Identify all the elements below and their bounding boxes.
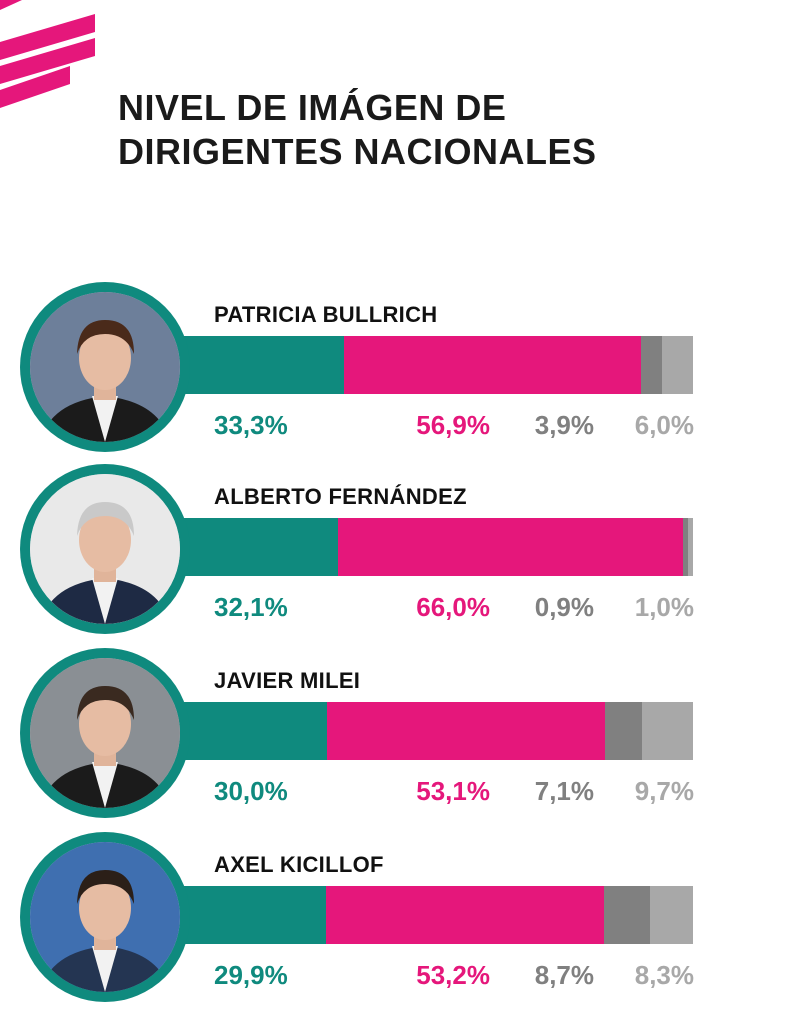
bar-segment-positive bbox=[170, 886, 327, 944]
bar-segment-unknown bbox=[661, 336, 693, 394]
chart-row: PATRICIA BULLRICH 33,3% 56,9% 3,9% 6,0% bbox=[0, 282, 788, 462]
data-label-negative: 56,9% bbox=[416, 410, 490, 440]
leader-name: ALBERTO FERNÁNDEZ bbox=[214, 484, 467, 509]
avatar bbox=[20, 648, 190, 818]
data-label-unknown: 8,3% bbox=[634, 960, 694, 990]
chart-title: NIVEL DE IMÁGEN DE DIRIGENTES NACIONALES bbox=[118, 86, 597, 174]
bar-segment-positive bbox=[170, 702, 328, 760]
bar-segment-no-opinion bbox=[683, 518, 688, 576]
avatar bbox=[20, 832, 190, 1002]
bar-segment-negative bbox=[327, 702, 606, 760]
data-label-positive: 32,1% bbox=[214, 592, 288, 622]
bar-segment-unknown bbox=[687, 518, 693, 576]
bar-segment-positive bbox=[170, 518, 338, 576]
chart-row: AXEL KICILLOF 29,9% 53,2% 8,7% 8,3% bbox=[0, 832, 788, 1012]
leader-name: AXEL KICILLOF bbox=[214, 852, 384, 877]
portrait-icon bbox=[30, 658, 180, 808]
data-label-no-opinion: 0,9% bbox=[534, 592, 594, 622]
data-label-positive: 29,9% bbox=[214, 960, 288, 990]
bar-segment-positive bbox=[170, 336, 344, 394]
avatar bbox=[20, 464, 190, 634]
data-label-unknown: 9,7% bbox=[634, 776, 694, 806]
brand-logo-icon bbox=[0, 0, 95, 108]
portrait-icon bbox=[30, 474, 180, 624]
title-line-1: NIVEL DE IMÁGEN DE bbox=[118, 87, 507, 128]
data-label-negative: 53,2% bbox=[416, 960, 490, 990]
data-label-positive: 30,0% bbox=[214, 776, 288, 806]
data-label-negative: 66,0% bbox=[416, 592, 490, 622]
stacked-bar bbox=[170, 886, 693, 944]
data-label-no-opinion: 3,9% bbox=[534, 410, 594, 440]
data-label-no-opinion: 7,1% bbox=[534, 776, 594, 806]
bar-segment-unknown bbox=[642, 702, 693, 760]
title-line-2: DIRIGENTES NACIONALES bbox=[118, 131, 597, 172]
bar-segment-negative bbox=[326, 886, 605, 944]
data-label-no-opinion: 8,7% bbox=[534, 960, 594, 990]
chart-row: ALBERTO FERNÁNDEZ 32,1% 66,0% 0,9% 1,0% bbox=[0, 464, 788, 644]
portrait-icon bbox=[30, 842, 180, 992]
bar-segment-negative bbox=[343, 336, 642, 394]
bar-segment-no-opinion bbox=[605, 702, 643, 760]
avatar bbox=[20, 282, 190, 452]
stacked-bar bbox=[170, 702, 693, 760]
leader-name: JAVIER MILEI bbox=[214, 668, 361, 693]
bar-segment-no-opinion bbox=[604, 886, 650, 944]
chart-row: JAVIER MILEI 30,0% 53,1% 7,1% 9,7% bbox=[0, 648, 788, 828]
data-label-negative: 53,1% bbox=[416, 776, 490, 806]
bar-segment-unknown bbox=[649, 886, 693, 944]
data-label-positive: 33,3% bbox=[214, 410, 288, 440]
data-label-unknown: 1,0% bbox=[634, 592, 694, 622]
bar-segment-no-opinion bbox=[641, 336, 662, 394]
stacked-bar bbox=[170, 518, 693, 576]
leader-name: PATRICIA BULLRICH bbox=[214, 302, 438, 327]
stacked-bar bbox=[170, 336, 693, 394]
data-label-unknown: 6,0% bbox=[634, 410, 694, 440]
bar-segment-negative bbox=[337, 518, 684, 576]
portrait-icon bbox=[30, 292, 180, 442]
